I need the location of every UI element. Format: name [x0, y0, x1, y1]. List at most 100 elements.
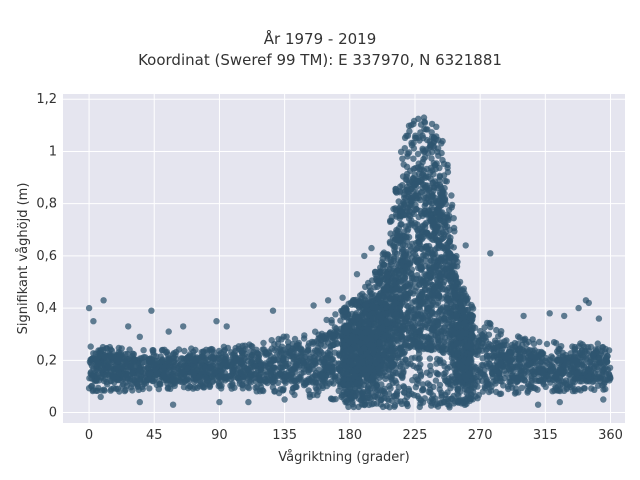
data-point [490, 346, 497, 354]
data-point [606, 373, 614, 380]
data-point [398, 400, 406, 408]
data-point [354, 356, 361, 363]
data-point [378, 381, 385, 388]
data-point [400, 350, 408, 357]
data-point [401, 389, 408, 396]
data-point [136, 365, 143, 372]
data-point [485, 388, 493, 396]
data-point [419, 381, 427, 388]
data-point [453, 340, 461, 347]
data-point [436, 381, 444, 389]
data-point [424, 380, 431, 387]
data-point [393, 390, 400, 397]
data-point [423, 165, 430, 173]
data-point [428, 200, 436, 207]
data-point [414, 150, 422, 158]
data-point [405, 211, 412, 218]
data-point [372, 334, 379, 341]
data-point [100, 377, 108, 385]
data-point [139, 385, 146, 393]
data-point [179, 369, 186, 376]
data-point [386, 240, 394, 247]
data-point [360, 317, 367, 324]
data-point [258, 361, 265, 368]
data-point [274, 379, 282, 386]
data-point [404, 402, 411, 410]
data-point [357, 339, 364, 346]
data-point [329, 331, 336, 339]
data-point [577, 349, 584, 356]
data-point [108, 386, 115, 393]
data-point [590, 349, 598, 357]
data-point [578, 375, 585, 382]
chart-title-line2: Koordinat (Sweref 99 TM): E 337970, N 63… [138, 51, 502, 69]
data-point [403, 163, 411, 170]
data-point [247, 359, 254, 366]
data-point [519, 336, 526, 344]
data-point [474, 367, 481, 374]
data-point [445, 295, 452, 302]
data-point [491, 352, 498, 360]
data-point [312, 328, 319, 335]
data-point [360, 366, 368, 373]
data-point [527, 383, 534, 390]
data-point [408, 139, 415, 147]
data-point [446, 237, 454, 244]
data-point [331, 373, 338, 380]
data-point [293, 383, 300, 391]
data-point [273, 345, 281, 353]
data-point [382, 344, 390, 351]
data-point [387, 256, 394, 263]
data-point [421, 173, 428, 180]
data-point [588, 385, 595, 392]
data-point [433, 317, 440, 324]
data-point [218, 382, 225, 389]
data-point [227, 372, 235, 379]
data-point [377, 264, 384, 271]
data-point [417, 397, 425, 404]
data-point [404, 150, 411, 157]
data-point [481, 343, 488, 350]
data-point [457, 293, 464, 301]
data-point [425, 317, 432, 324]
data-point [594, 340, 601, 347]
data-point [492, 339, 499, 347]
data-point [328, 395, 335, 403]
data-point [355, 314, 362, 321]
data-point [399, 312, 406, 320]
data-point [305, 378, 313, 386]
data-point [379, 250, 386, 258]
data-point [403, 362, 410, 370]
data-point [400, 383, 407, 390]
data-point [371, 268, 379, 276]
data-point [283, 356, 290, 363]
data-point [449, 321, 456, 328]
data-point [467, 313, 475, 321]
data-point [422, 126, 430, 133]
data-point [215, 347, 223, 355]
data-point [245, 384, 253, 392]
data-point [387, 325, 394, 332]
data-point [160, 371, 167, 379]
data-point [217, 372, 224, 379]
data-point [479, 371, 487, 378]
data-point [315, 388, 322, 395]
data-point [444, 243, 451, 250]
data-point [536, 338, 543, 346]
data-point [298, 349, 305, 356]
data-point [140, 347, 147, 354]
data-point [242, 373, 249, 380]
data-point [419, 147, 426, 154]
data-point [436, 238, 443, 245]
data-point [475, 391, 482, 399]
data-point [394, 284, 401, 291]
data-point [170, 350, 178, 357]
data-point [423, 189, 431, 197]
data-point [550, 339, 558, 346]
data-point [146, 370, 154, 377]
data-point [402, 187, 409, 195]
data-point [430, 383, 437, 391]
data-point [464, 306, 472, 313]
data-point [577, 340, 584, 347]
data-point [543, 340, 551, 348]
